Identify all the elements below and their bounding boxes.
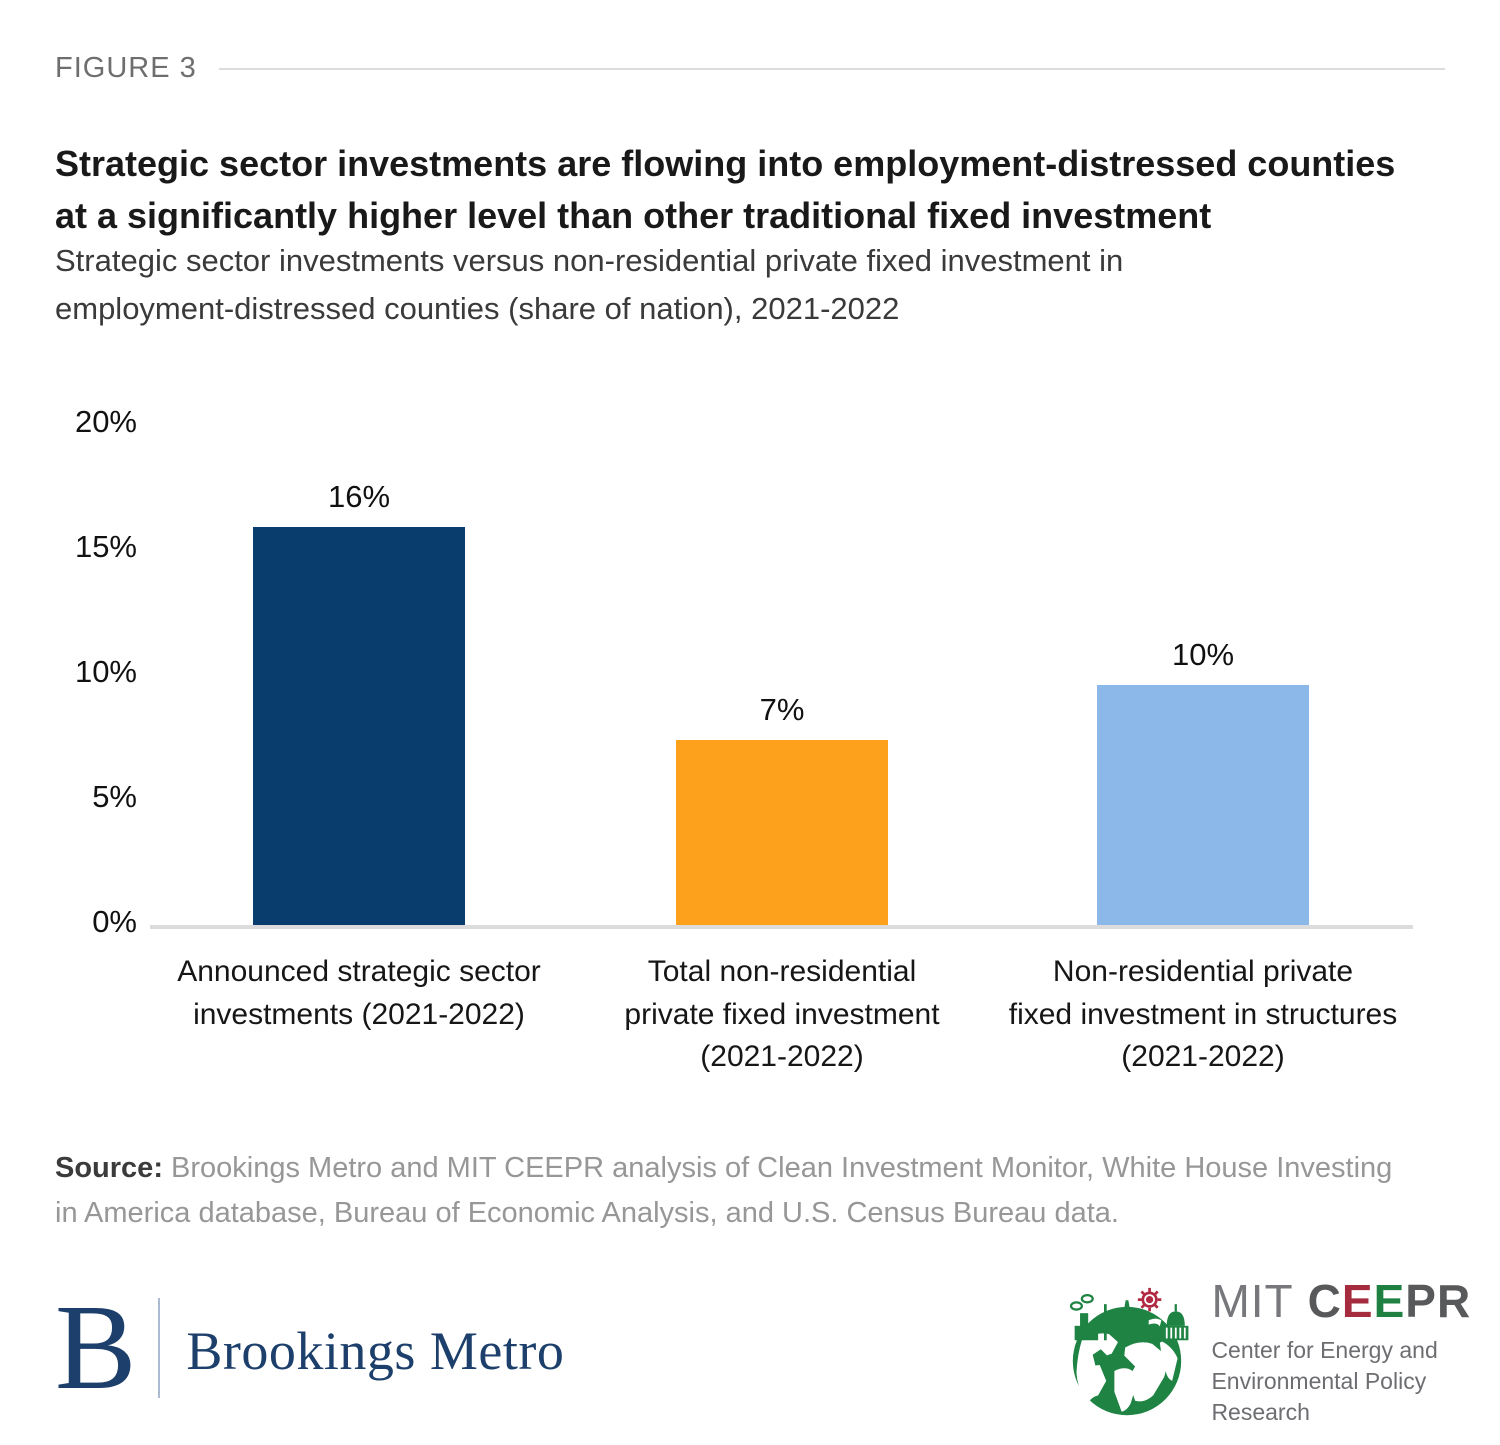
y-axis-tick-label: 10% xyxy=(74,654,137,689)
brookings-metro-wordmark: Brookings Metro xyxy=(186,1320,565,1381)
y-axis-tick-label: 15% xyxy=(74,529,137,564)
y-axis-tick-label: 0% xyxy=(92,904,137,939)
ceepr-letter: R xyxy=(1436,1275,1472,1327)
mit-ceepr-logo: MIT CEEPR Center for Energy and Environme… xyxy=(1062,1276,1500,1428)
bar-value-label: 16% xyxy=(327,479,391,514)
ceepr-letter: E xyxy=(1373,1275,1406,1327)
brookings-b-icon: B xyxy=(55,1280,137,1415)
x-axis-category-label: Announced strategic sector investments (… xyxy=(177,955,541,1031)
y-axis-tick-label: 5% xyxy=(92,779,137,814)
bar-value-label: 7% xyxy=(759,692,805,727)
mit-text: MIT xyxy=(1211,1275,1294,1327)
y-axis-tick-label: 20% xyxy=(74,404,137,439)
bar xyxy=(1097,685,1309,925)
source-note: Source: Brookings Metro and MIT CEEPR an… xyxy=(55,1146,1405,1236)
sun-icon xyxy=(1137,1287,1162,1312)
bar xyxy=(676,740,888,925)
figure-rule-line xyxy=(218,67,1445,70)
bar-value-label: 10% xyxy=(1171,637,1235,672)
x-axis-line xyxy=(150,925,1413,929)
ceepr-text: CEEPR xyxy=(1308,1275,1472,1327)
figure-label: FIGURE 3 xyxy=(55,52,197,84)
ceepr-letter: E xyxy=(1341,1275,1374,1327)
source-text: Brookings Metro and MIT CEEPR analysis o… xyxy=(55,1152,1393,1229)
chart-title: Strategic sector investments are flowing… xyxy=(55,143,1396,237)
ceepr-wordmark: MIT CEEPR Center for Energy and Environme… xyxy=(1211,1276,1500,1428)
x-axis-category-label: Total non-residential private fixed inve… xyxy=(624,955,940,1074)
logo-divider xyxy=(158,1297,161,1398)
source-label: Source: xyxy=(55,1152,163,1184)
ceepr-letter: P xyxy=(1405,1275,1437,1327)
ceepr-tagline: Center for Energy and Environmental Poli… xyxy=(1211,1336,1438,1425)
x-axis-category-label: Non-residential private fixed investment… xyxy=(1008,955,1398,1074)
chart-subtitle: Strategic sector investments versus non-… xyxy=(55,243,1124,327)
bar xyxy=(253,527,465,925)
mit-ceepr-title: MIT CEEPR xyxy=(1211,1276,1500,1327)
figure-header: FIGURE 3 xyxy=(55,52,1445,85)
brookings-metro-logo: B Brookings Metro xyxy=(55,1280,565,1415)
globe-energy-icon xyxy=(1069,1287,1189,1416)
bar-chart: 0% 5% 10% 15% 20% 16% Announced strategic sect… xyxy=(0,390,1500,1090)
ceepr-letter: C xyxy=(1307,1275,1342,1327)
